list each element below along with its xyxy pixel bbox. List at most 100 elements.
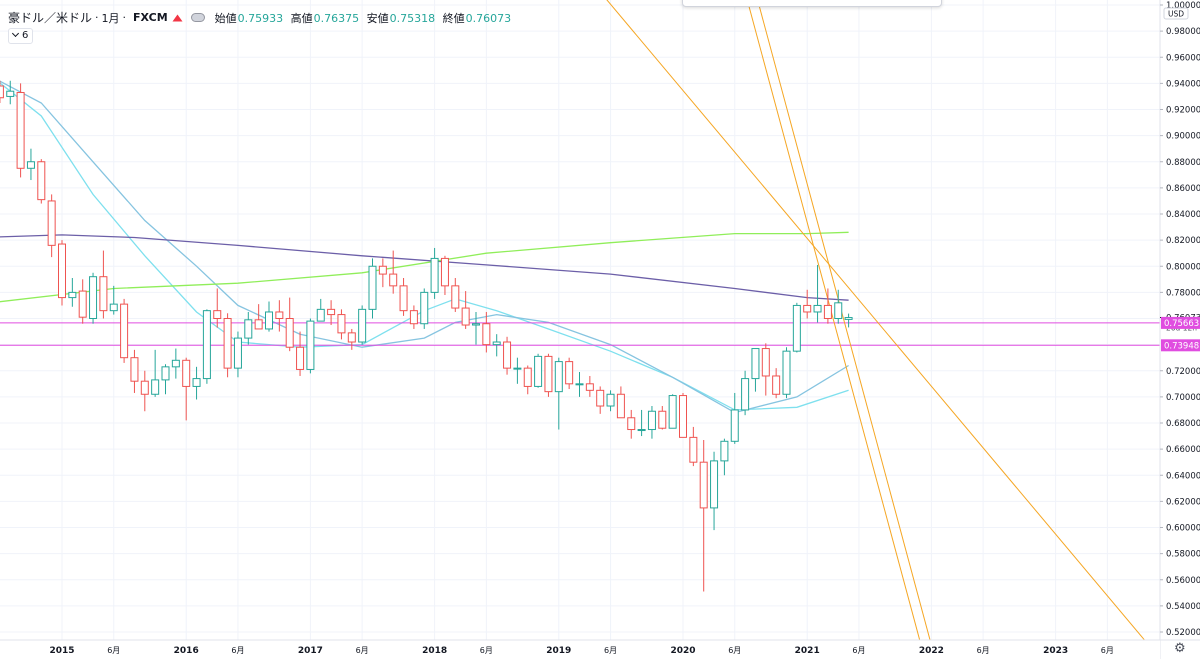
hline-price-badge [1161, 316, 1200, 329]
moving-average-line [0, 80, 849, 414]
price-tick-label: 0.98000 [1166, 27, 1200, 37]
moving-average-line [0, 82, 849, 411]
candle-body [668, 395, 677, 429]
candle-body [803, 304, 812, 313]
high-label: 高値 [290, 11, 313, 25]
symbol-legend: 豪ドル／米ドル · 1月 · FXCM 始値0.75933 高値0.76375 … [8, 9, 515, 26]
hline-price-badge [1161, 339, 1200, 352]
price-tick-label: 0.88000 [1166, 158, 1200, 168]
candle-body [792, 304, 801, 352]
time-tick-label: 2022 [919, 646, 944, 656]
price-tick-label: 0.80000 [1166, 262, 1200, 272]
candle-body [492, 341, 501, 346]
hide-toggle-icon[interactable] [190, 13, 205, 22]
candle-body [834, 302, 843, 320]
time-tick-label: 2015 [49, 646, 74, 656]
indicators-toggle[interactable]: 6 [8, 28, 34, 44]
candle-body [182, 359, 191, 387]
price-tick-label: 0.60000 [1166, 524, 1200, 534]
candle-body [161, 366, 170, 381]
candle-body [16, 92, 25, 169]
price-tick-label: 0.56000 [1166, 576, 1200, 586]
candle-body [513, 367, 522, 370]
candle-body [420, 291, 429, 325]
low-value: 0.75318 [389, 11, 436, 25]
candle-body [265, 311, 273, 330]
candle-body [296, 346, 305, 370]
candle-body [440, 257, 449, 287]
candle-body [244, 319, 253, 339]
candle-body [482, 323, 491, 346]
price-tick-label: 0.96000 [1166, 53, 1200, 63]
candle-body [389, 273, 398, 287]
candle-body [0, 85, 4, 99]
candle-body [213, 310, 222, 320]
time-tick-label: 6月 [231, 646, 244, 655]
horizontal-lines [0, 322, 1160, 346]
price-tick-label: 0.82000 [1166, 236, 1200, 246]
gear-icon[interactable]: ⚙ [1174, 641, 1186, 656]
legend-separator: · [122, 11, 127, 24]
price-tick-label: 0.66000 [1166, 445, 1200, 455]
candle-body [409, 310, 418, 325]
time-tick-label: 6月 [356, 646, 369, 655]
interval-label[interactable]: 1月 [101, 11, 120, 25]
price-tick-label: 0.52000 [1166, 628, 1200, 638]
candle-body [47, 200, 56, 246]
hline-price-label: 0.73948 [1164, 341, 1199, 351]
time-tick-label: 2017 [298, 646, 323, 656]
time-tick-label: 2023 [1043, 646, 1068, 656]
price-tick-label: 0.90000 [1166, 132, 1200, 142]
grid [0, 0, 1160, 640]
candle-body [472, 323, 480, 326]
moving-averages [0, 80, 849, 414]
candle-body [689, 436, 698, 463]
moving-average-line [0, 231, 849, 303]
candle-body [844, 317, 853, 320]
price-tick-label: 0.64000 [1166, 471, 1200, 481]
candle-body [6, 90, 15, 97]
candle-body [823, 304, 832, 319]
candle-body [616, 393, 625, 419]
candle-body [89, 276, 98, 320]
chevron-down-icon [11, 29, 20, 38]
candle-body [368, 265, 377, 310]
flag-icon[interactable] [172, 14, 183, 21]
close-value: 0.76073 [465, 11, 512, 25]
time-tick-label: 6月 [480, 646, 493, 655]
symbol-name[interactable]: 豪ドル／米ドル [8, 11, 93, 25]
trendline [746, 0, 922, 646]
candle-body [730, 409, 739, 442]
candle-body [202, 310, 211, 380]
top-toolbar-popup[interactable] [682, 0, 942, 7]
candle-body [58, 243, 66, 299]
close-label: 終値 [442, 11, 465, 25]
candle-body [596, 389, 605, 407]
candle-body [451, 285, 460, 309]
time-tick-label: 2019 [546, 646, 571, 656]
candle-body [223, 318, 232, 369]
time-axis: 2015 6月 2016 6月 2017 6月 2018 6月 2019 6月 2020 6月 2021… [0, 639, 1200, 659]
currency-unit-label: USD [1168, 10, 1184, 19]
price-tick-label: 0.58000 [1166, 550, 1200, 560]
candle-body [772, 375, 781, 395]
price-tick-label: 0.54000 [1166, 602, 1200, 612]
trendline [606, 0, 1150, 646]
source-label: FXCM [133, 11, 168, 24]
candle-body [99, 276, 108, 312]
price-tick-label: 0.84000 [1166, 210, 1200, 220]
hline-price-label: 0.75663 [1164, 319, 1199, 329]
candle-body [813, 304, 822, 313]
candle-body [751, 348, 760, 380]
candle-body [627, 417, 636, 431]
candle-body [710, 460, 719, 509]
time-tick-label: 2018 [422, 646, 447, 656]
price-axis: 0.52000 0.54000 0.56000 0.58000 0.60000 0.620… [1159, 0, 1200, 659]
candle-body [285, 318, 294, 348]
time-axis-bg [0, 640, 1160, 659]
candle-body [233, 337, 242, 369]
time-tick-label: 2016 [174, 646, 199, 656]
legend-separator: · [95, 11, 99, 24]
time-tick-label: 6月 [728, 646, 741, 655]
